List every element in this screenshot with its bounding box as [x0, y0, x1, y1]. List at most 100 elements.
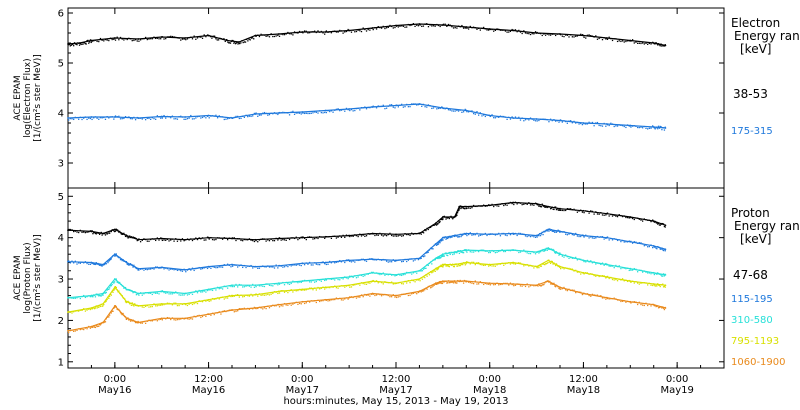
noise-dot: [118, 39, 120, 41]
noise-dot: [330, 286, 333, 288]
noise-dot: [125, 288, 128, 291]
noise-dot: [590, 34, 592, 37]
noise-dot: [102, 321, 104, 324]
noise-dot: [272, 285, 274, 287]
noise-dot: [464, 108, 466, 111]
noise-dot: [146, 320, 148, 322]
noise-dot: [158, 267, 160, 269]
noise-dot: [387, 294, 389, 297]
noise-dot: [161, 319, 164, 321]
noise-dot: [104, 234, 107, 236]
noise-dot: [654, 285, 656, 287]
noise-dot: [153, 292, 155, 294]
noise-dot: [208, 117, 210, 119]
noise-dot: [479, 205, 481, 207]
noise-dot: [123, 287, 125, 289]
noise-dot: [195, 267, 197, 270]
noise-dot: [605, 298, 607, 300]
noise-dot: [327, 286, 329, 289]
noise-dot: [160, 290, 162, 293]
noise-dot: [595, 211, 597, 213]
noise-dot: [130, 319, 133, 321]
noise-dot: [538, 32, 540, 34]
noise-dot: [455, 282, 457, 284]
noise-dot: [656, 42, 658, 45]
noise-dot: [537, 266, 539, 268]
noise-dot: [121, 313, 123, 316]
noise-dot: [447, 282, 449, 284]
noise-dot: [185, 239, 187, 241]
noise-dot: [419, 257, 421, 260]
noise-dot: [290, 265, 292, 267]
noise-dot: [265, 283, 267, 285]
noise-dot: [329, 278, 331, 280]
noise-dot: [489, 28, 492, 31]
noise-dot: [98, 323, 101, 326]
noise-dot: [547, 228, 549, 231]
noise-dot: [298, 237, 301, 240]
noise-dot: [99, 37, 102, 40]
noise-dot: [155, 319, 157, 321]
noise-dot: [68, 43, 71, 46]
noise-dot: [100, 323, 102, 325]
noise-dot: [292, 34, 294, 36]
noise-dot: [433, 224, 435, 227]
noise-dot: [109, 311, 112, 314]
noise-dot: [330, 237, 333, 239]
noise-dot: [630, 302, 632, 304]
noise-dot: [220, 296, 222, 299]
noise-dot: [533, 204, 535, 206]
noise-dot: [345, 107, 348, 110]
noise-dot: [118, 308, 120, 311]
noise-dot: [237, 294, 239, 296]
noise-dot: [433, 259, 435, 261]
noise-dot: [317, 30, 319, 32]
noise-dot: [372, 271, 374, 274]
noise-dot: [501, 29, 503, 31]
noise-dot: [450, 236, 452, 238]
noise-dot: [600, 212, 602, 214]
noise-dot: [322, 236, 324, 238]
noise-dot: [548, 34, 550, 36]
noise-dot: [360, 274, 363, 277]
noise-dot: [514, 232, 517, 235]
noise-dot: [455, 235, 457, 237]
noise-dot: [339, 285, 341, 288]
noise-dot: [601, 275, 604, 277]
data-point: [664, 224, 667, 227]
noise-dot: [496, 264, 498, 266]
x-tick-time: 12:00: [194, 374, 223, 385]
noise-dot: [565, 209, 567, 212]
noise-dot: [422, 25, 425, 27]
noise-dot: [402, 106, 404, 108]
noise-dot: [354, 31, 356, 33]
noise-dot: [176, 292, 179, 294]
noise-dot: [196, 37, 199, 39]
proton-legend-795-1193: 795-1193: [731, 336, 779, 347]
noise-dot: [389, 282, 391, 284]
noise-dot: [441, 106, 443, 108]
noise-dot: [662, 223, 664, 225]
noise-dot: [456, 214, 458, 216]
noise-dot: [446, 254, 448, 256]
noise-dot: [165, 37, 167, 40]
noise-dot: [106, 316, 108, 319]
noise-dot: [255, 112, 257, 114]
noise-dot: [581, 123, 584, 126]
noise-dot: [458, 208, 460, 210]
noise-dot: [78, 296, 80, 298]
noise-dot: [114, 286, 117, 288]
noise-dot: [116, 229, 118, 231]
noise-dot: [655, 247, 657, 249]
noise-dot: [310, 112, 312, 114]
noise-dot: [180, 39, 182, 41]
noise-dot: [428, 262, 431, 265]
noise-dot: [198, 314, 200, 317]
noise-dot: [399, 274, 401, 276]
noise-dot: [559, 252, 561, 254]
noise-dot: [588, 294, 590, 297]
noise-dot: [79, 43, 82, 45]
noise-dot: [534, 202, 537, 204]
noise-dot: [129, 289, 131, 291]
noise-dot: [165, 303, 167, 305]
